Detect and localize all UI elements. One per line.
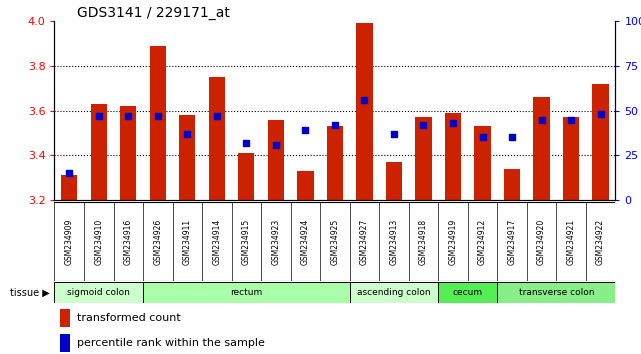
Bar bbox=[90, 104, 107, 200]
Bar bbox=[563, 117, 579, 200]
Text: transformed count: transformed count bbox=[77, 313, 181, 323]
Bar bbox=[238, 153, 254, 200]
Text: GSM234920: GSM234920 bbox=[537, 218, 546, 265]
Bar bbox=[143, 282, 350, 303]
Bar bbox=[356, 23, 372, 200]
Point bbox=[330, 122, 340, 128]
Point bbox=[212, 113, 222, 119]
Point bbox=[478, 135, 488, 140]
Bar bbox=[474, 126, 490, 200]
Point bbox=[389, 131, 399, 137]
Text: GSM234916: GSM234916 bbox=[124, 218, 133, 265]
Point bbox=[300, 127, 310, 133]
Bar bbox=[54, 282, 143, 303]
Text: GSM234923: GSM234923 bbox=[271, 218, 280, 265]
Bar bbox=[61, 176, 78, 200]
Text: GSM234909: GSM234909 bbox=[65, 218, 74, 265]
Bar bbox=[297, 171, 313, 200]
Bar bbox=[504, 169, 520, 200]
Bar bbox=[209, 77, 225, 200]
Bar bbox=[268, 120, 284, 200]
Text: GSM234918: GSM234918 bbox=[419, 218, 428, 265]
Text: GSM234926: GSM234926 bbox=[153, 218, 162, 265]
Bar bbox=[179, 115, 196, 200]
Bar bbox=[438, 282, 497, 303]
Bar bbox=[327, 126, 343, 200]
Text: sigmoid colon: sigmoid colon bbox=[67, 288, 130, 297]
Point bbox=[595, 112, 606, 117]
Point bbox=[123, 113, 133, 119]
Text: cecum: cecum bbox=[453, 288, 483, 297]
Point bbox=[566, 117, 576, 122]
Bar bbox=[592, 84, 609, 200]
Text: GSM234925: GSM234925 bbox=[330, 218, 340, 265]
Text: GSM234912: GSM234912 bbox=[478, 218, 487, 265]
Text: GSM234910: GSM234910 bbox=[94, 218, 103, 265]
Text: GSM234913: GSM234913 bbox=[390, 218, 399, 265]
Point bbox=[153, 113, 163, 119]
Bar bbox=[533, 97, 550, 200]
Text: GSM234917: GSM234917 bbox=[508, 218, 517, 265]
Point bbox=[360, 97, 370, 103]
Text: GSM234924: GSM234924 bbox=[301, 218, 310, 265]
Bar bbox=[445, 113, 461, 200]
Text: percentile rank within the sample: percentile rank within the sample bbox=[77, 338, 265, 348]
Point bbox=[64, 170, 74, 176]
Bar bbox=[60, 309, 71, 327]
Text: ascending colon: ascending colon bbox=[357, 288, 431, 297]
Bar bbox=[120, 106, 137, 200]
Point bbox=[419, 122, 429, 128]
Bar bbox=[350, 282, 438, 303]
Bar bbox=[60, 334, 71, 352]
Text: GSM234919: GSM234919 bbox=[449, 218, 458, 265]
Text: GSM234911: GSM234911 bbox=[183, 218, 192, 265]
Bar bbox=[415, 117, 431, 200]
Text: transverse colon: transverse colon bbox=[519, 288, 594, 297]
Text: GSM234914: GSM234914 bbox=[212, 218, 221, 265]
Bar bbox=[497, 282, 615, 303]
Point bbox=[271, 142, 281, 147]
Point bbox=[94, 113, 104, 119]
Text: GSM234915: GSM234915 bbox=[242, 218, 251, 265]
Bar bbox=[386, 162, 402, 200]
Point bbox=[241, 140, 251, 145]
Text: GSM234921: GSM234921 bbox=[567, 218, 576, 265]
Text: GDS3141 / 229171_at: GDS3141 / 229171_at bbox=[77, 6, 229, 20]
Point bbox=[537, 117, 547, 122]
Point bbox=[448, 120, 458, 126]
Bar bbox=[150, 46, 166, 200]
Text: rectum: rectum bbox=[230, 288, 262, 297]
Text: GSM234922: GSM234922 bbox=[596, 218, 605, 265]
Point bbox=[182, 131, 192, 137]
Text: GSM234927: GSM234927 bbox=[360, 218, 369, 265]
Point bbox=[507, 135, 517, 140]
Text: tissue ▶: tissue ▶ bbox=[10, 287, 50, 297]
